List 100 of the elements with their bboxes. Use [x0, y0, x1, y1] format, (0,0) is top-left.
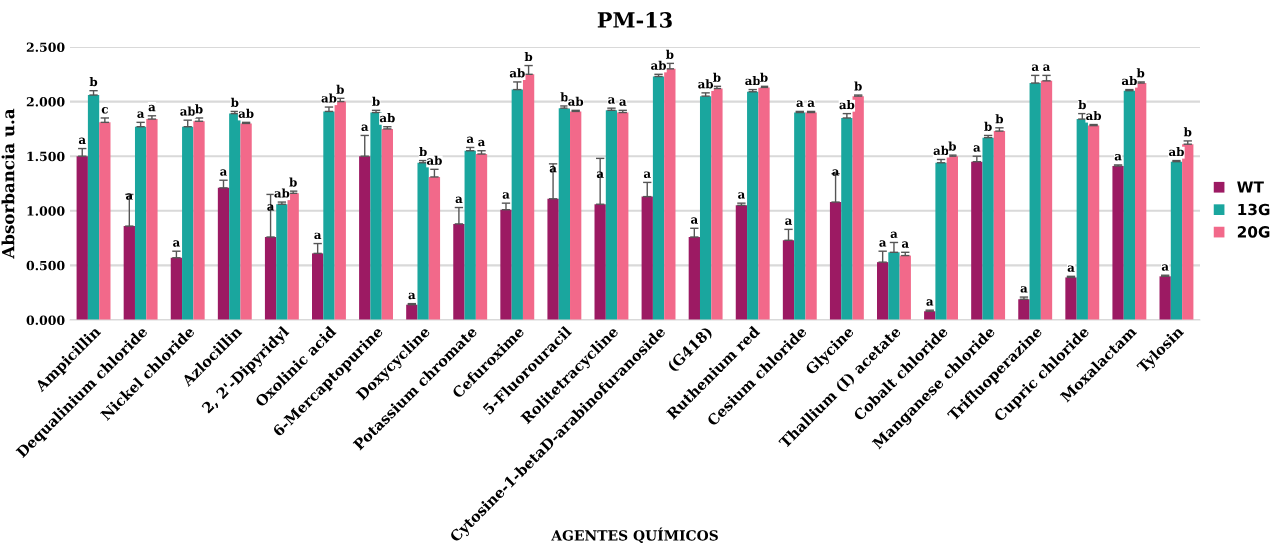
data-label: a — [643, 171, 651, 178]
bar — [946, 156, 958, 320]
bar — [428, 176, 441, 320]
bar — [312, 253, 324, 320]
data-label: ab — [426, 155, 442, 165]
bar — [1076, 119, 1088, 320]
legend-label: 20G — [1237, 226, 1270, 238]
bar — [323, 111, 335, 320]
data-label: c — [101, 107, 108, 114]
bar — [464, 150, 476, 320]
data-label: ab — [274, 188, 290, 198]
data-label: a — [690, 217, 698, 224]
bar — [217, 187, 230, 320]
data-label: b — [1183, 127, 1192, 137]
bar — [134, 126, 147, 320]
bar — [605, 110, 618, 320]
bar — [735, 205, 748, 320]
data-label: b — [1078, 100, 1086, 110]
data-label: a — [807, 100, 815, 107]
bar — [711, 88, 723, 320]
data-label: b — [372, 96, 380, 106]
data-label: a — [1114, 154, 1122, 161]
data-label: ab — [933, 145, 949, 155]
bar — [1123, 90, 1136, 320]
data-label: b — [665, 49, 674, 59]
bar — [1182, 144, 1194, 320]
data-label: ab — [839, 100, 855, 110]
bar — [747, 91, 759, 320]
bar — [877, 262, 889, 320]
y-tick-label: 0.500 — [26, 260, 65, 271]
data-label: a — [1043, 64, 1051, 71]
bar — [935, 162, 947, 320]
y-tick-label: 1.500 — [27, 151, 65, 162]
bar — [664, 68, 676, 320]
data-label: a — [890, 231, 898, 238]
bar — [264, 237, 277, 320]
bar — [475, 154, 488, 320]
data-label: b — [760, 72, 768, 82]
data-label: b — [1136, 68, 1145, 78]
data-label: a — [619, 99, 627, 106]
bar — [558, 108, 571, 320]
bar — [334, 101, 346, 320]
data-label: a — [1031, 64, 1039, 71]
bar — [170, 257, 183, 320]
y-axis-title: Absorbancia u.a — [1, 108, 15, 259]
data-label: a — [1161, 264, 1169, 271]
data-label: a — [173, 240, 180, 247]
y-tick-label: 0.000 — [26, 315, 65, 325]
data-label: a — [901, 241, 909, 248]
bar — [794, 112, 806, 320]
bar — [500, 209, 512, 320]
bar — [617, 112, 629, 320]
bar — [982, 137, 994, 320]
data-label: ab — [568, 96, 584, 106]
bar — [1040, 80, 1053, 320]
bar — [699, 96, 712, 320]
data-label: a — [926, 299, 934, 306]
y-tick-label: 2.000 — [26, 97, 65, 107]
data-label: a — [408, 292, 416, 300]
data-label: ab — [379, 113, 395, 123]
data-label: a — [455, 196, 463, 204]
data-label: ab — [238, 108, 254, 118]
bar — [805, 112, 817, 320]
data-label: a — [361, 124, 369, 131]
data-label: b — [854, 81, 862, 91]
bar — [594, 204, 606, 320]
data-label: b — [713, 72, 721, 82]
bar — [417, 162, 429, 320]
bar — [1135, 83, 1147, 320]
data-label: ab — [698, 79, 714, 89]
data-label: a — [220, 169, 228, 176]
legend-label: 13G — [1238, 203, 1270, 216]
data-label: b — [948, 141, 956, 151]
bar — [193, 121, 205, 320]
bar — [381, 128, 393, 320]
data-label: a — [1067, 265, 1075, 272]
legend-label: WT — [1237, 181, 1264, 193]
data-label: a — [608, 97, 616, 104]
data-label: a — [478, 139, 486, 147]
data-label: a — [879, 240, 887, 247]
bar — [182, 126, 194, 320]
data-label: a — [785, 218, 793, 225]
bar — [359, 156, 371, 320]
bar — [1112, 166, 1124, 320]
bar — [453, 223, 465, 320]
data-label: ab — [321, 93, 337, 103]
data-label: b — [289, 177, 297, 187]
bar — [829, 202, 842, 320]
data-label: b — [524, 51, 533, 62]
data-label: b — [230, 97, 239, 107]
data-label: b — [995, 114, 1004, 124]
bar — [841, 117, 853, 320]
data-label: ab — [1168, 146, 1184, 157]
bar — [1065, 277, 1077, 320]
data-label: b — [89, 77, 98, 87]
data-label: ab — [180, 106, 196, 116]
data-label: ab — [745, 75, 761, 86]
data-label: a — [738, 192, 745, 199]
bar — [547, 198, 559, 320]
bar — [570, 111, 582, 320]
